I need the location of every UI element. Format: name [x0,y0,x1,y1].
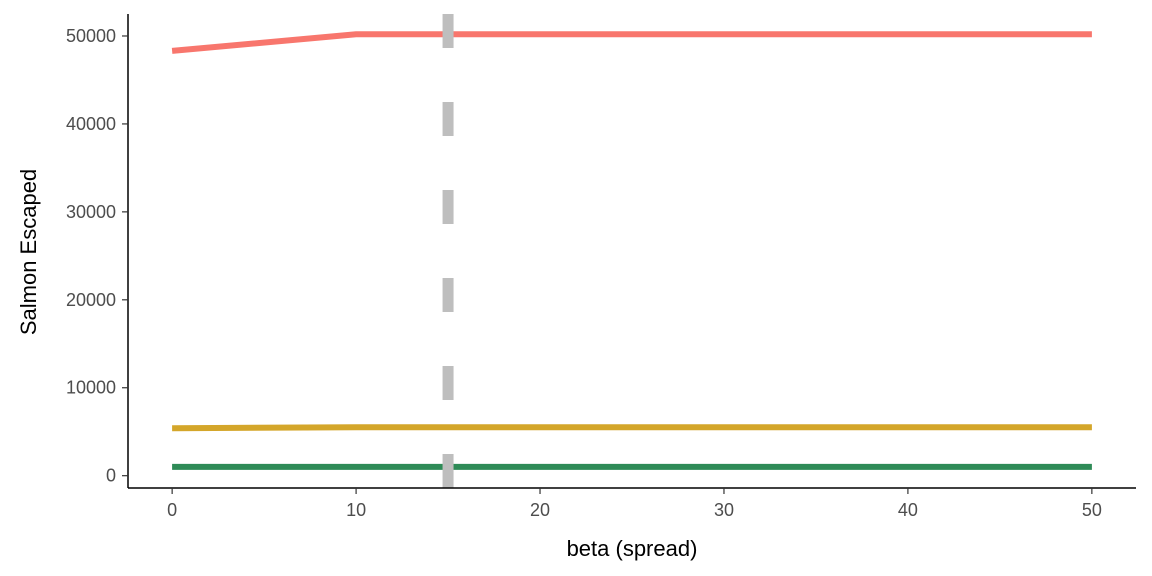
y-tick-label: 40000 [66,114,116,134]
x-tick-label: 20 [530,500,550,520]
y-tick-label: 10000 [66,378,116,398]
series-line-1 [171,31,1092,54]
x-tick-label: 40 [898,500,918,520]
x-axis-title: beta (spread) [567,536,698,561]
y-tick-label: 30000 [66,202,116,222]
y-tick-label: 0 [106,466,116,486]
plot-area [171,14,1092,488]
x-tick-label: 10 [346,500,366,520]
x-tick-label: 30 [714,500,734,520]
y-axis-title: Salmon Escaped [16,169,41,335]
y-tick-label: 20000 [66,290,116,310]
x-tick-label: 50 [1082,500,1102,520]
x-tick-label: 0 [167,500,177,520]
y-tick-label: 50000 [66,26,116,46]
axes: 0 10 20 30 40 50 0 10000 20000 30000 40000 50000 [66,14,1136,520]
series-line-2 [172,424,1092,432]
